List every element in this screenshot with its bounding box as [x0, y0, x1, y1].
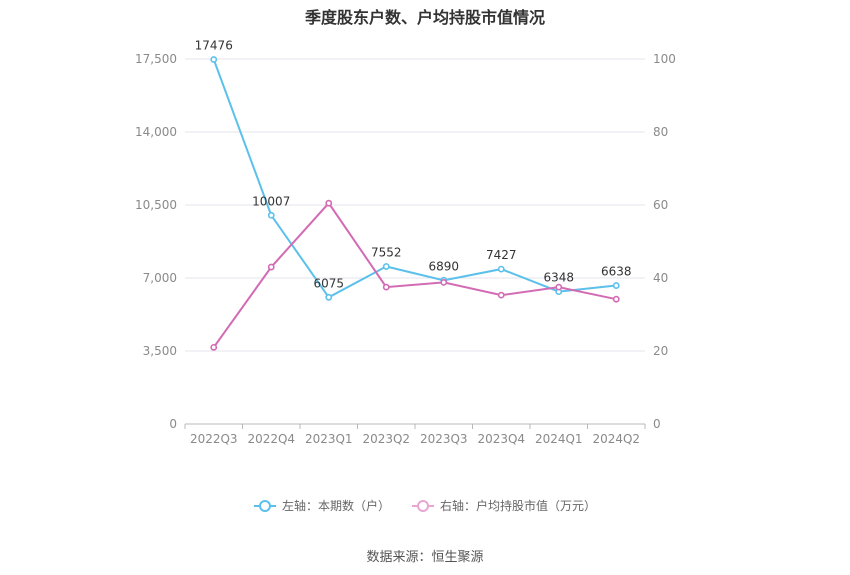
data-label: 6638 [601, 265, 632, 279]
x-tick-label: 2022Q4 [247, 432, 295, 446]
data-label: 7552 [371, 245, 402, 259]
legend-label-left-series: 左轴：本期数（户） [281, 499, 390, 513]
data-point [612, 295, 620, 303]
left-tick-label: 3,500 [143, 344, 177, 358]
data-point [325, 293, 333, 301]
x-tick-label: 2023Q3 [420, 432, 468, 446]
left-tick-label: 17,500 [135, 52, 177, 66]
left-tick-label: 0 [169, 417, 177, 431]
data-point [612, 282, 620, 289]
x-tick-label: 2024Q1 [535, 432, 583, 446]
right-tick-label: 100 [653, 52, 676, 66]
data-point [440, 278, 448, 286]
data-source: 数据来源：恒生聚源 [366, 550, 484, 565]
data-label: 6890 [428, 259, 459, 273]
x-tick-label: 2023Q2 [362, 432, 410, 446]
legend-label-right-series: 右轴：户均持股市值（万元） [440, 499, 597, 513]
data-point [267, 263, 275, 271]
legend: 左轴：本期数（户） 右轴：户均持股市值（万元） [0, 497, 850, 514]
data-label: 10007 [252, 194, 290, 208]
data-label: 6348 [543, 271, 574, 285]
right-tick-label: 60 [653, 198, 668, 212]
data-point [210, 343, 218, 351]
data-point [210, 56, 218, 63]
x-tick-label: 2023Q1 [305, 432, 353, 446]
right-tick-label: 0 [653, 417, 661, 431]
x-tick-label: 2024Q2 [592, 432, 640, 446]
right-tick-label: 80 [653, 125, 668, 139]
x-tick-label: 2023Q4 [477, 432, 525, 446]
left-tick-label: 14,000 [135, 125, 177, 139]
line-marker-icon [253, 499, 276, 512]
gridlines [185, 58, 645, 425]
chart-title: 季度股东户数、户均持股市值情况 [304, 8, 545, 27]
data-point [325, 199, 333, 207]
right-tick-label: 20 [653, 344, 668, 358]
data-labels: 17476 10007 6075 7552 6890 7427 6348 6638 [195, 39, 632, 291]
legend-item-left-series[interactable]: 左轴：本期数（户） [253, 497, 390, 514]
data-point [267, 211, 275, 219]
series-line [212, 59, 617, 299]
left-tick-label: 10,500 [135, 198, 177, 212]
legend-item-right-series[interactable]: 右轴：户均持股市值（万元） [412, 497, 596, 514]
data-label: 17476 [195, 39, 233, 53]
series [210, 56, 620, 351]
data-point [497, 265, 505, 273]
data-point [555, 283, 563, 291]
data-point [382, 283, 390, 291]
right-tick-label: 40 [653, 271, 668, 285]
data-point [382, 263, 390, 270]
axes: 0 0 3,500 20 7,000 40 10,500 60 14,000 80 17,500 10… [135, 52, 676, 446]
data-label: 7427 [486, 248, 517, 262]
left-tick-label: 7,000 [143, 271, 177, 285]
data-label: 6075 [313, 276, 344, 290]
line-marker-icon [412, 499, 434, 512]
series-line [212, 201, 617, 348]
data-point [497, 291, 505, 299]
x-tick-label: 2022Q3 [190, 432, 238, 446]
